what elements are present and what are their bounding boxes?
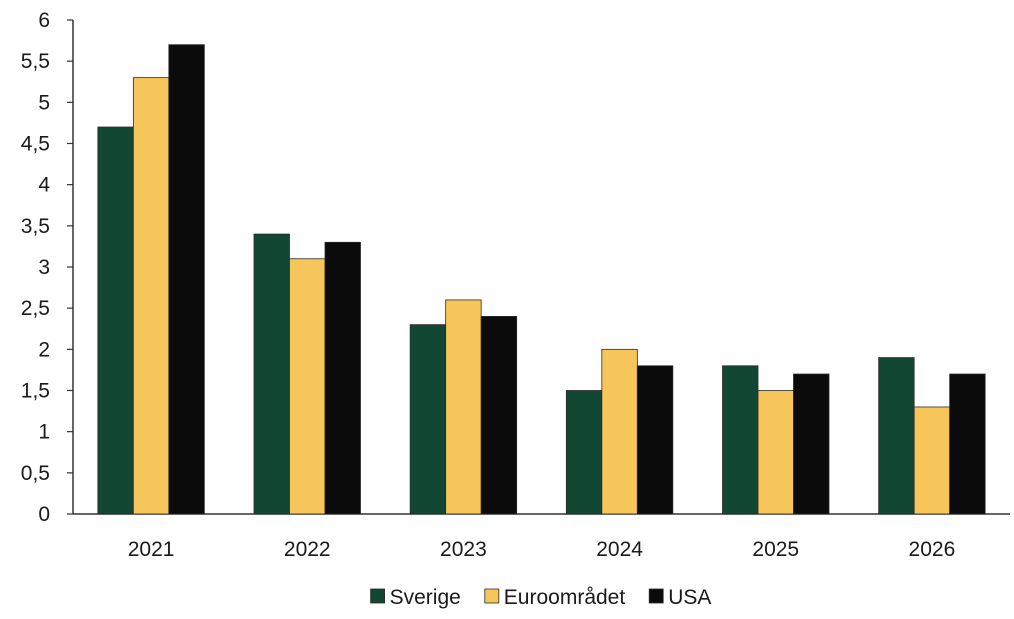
legend-swatch-usa: [648, 588, 664, 604]
x-tick-label: 2021: [128, 538, 175, 561]
y-tick-label: 4,5: [21, 133, 50, 156]
y-tick-label: 4: [38, 174, 50, 197]
y-tick-label: 2: [38, 338, 50, 361]
y-tick-label: 5: [38, 91, 50, 114]
y-tick-label: 1: [38, 421, 50, 444]
bar-usa-2025: [793, 373, 830, 515]
y-tick-label: 2,5: [21, 297, 50, 320]
bar-euroområdet-2022: [289, 258, 326, 515]
bar-euroområdet-2024: [601, 348, 638, 515]
bar-euroområdet-2023: [445, 299, 482, 515]
y-tick-label: 1,5: [21, 380, 50, 403]
y-tick-label: 0,5: [21, 462, 50, 485]
bar-usa-2021: [168, 44, 205, 515]
bar-sverige-2026: [878, 357, 915, 515]
x-axis: 2021 2022 2023 2024 2025 2026: [73, 513, 1010, 561]
bar-euroområdet-2021: [132, 77, 170, 515]
x-tick-label: 2026: [909, 538, 956, 561]
bar-euroområdet-2025: [757, 390, 794, 515]
x-tick-label: 2023: [440, 538, 487, 561]
legend-label: USA: [668, 586, 711, 609]
bar-sverige-2023: [409, 324, 447, 515]
bar-usa-2024: [636, 365, 674, 515]
legend: Sverige Euroområdet USA: [370, 586, 711, 609]
legend-swatch-euroområdet: [484, 588, 500, 604]
y-tick-label: 5,5: [21, 50, 50, 73]
bar-sverige-2025: [722, 365, 759, 515]
x-tick-label: 2025: [752, 538, 799, 561]
legend-swatch-sverige: [370, 588, 386, 604]
y-tick-label: 3,5: [21, 215, 50, 238]
x-tick-label: 2024: [596, 538, 643, 561]
bar-sverige-2024: [565, 390, 603, 515]
y-tick-label: 0: [38, 503, 50, 526]
bar-sverige-2021: [97, 126, 134, 515]
bars-group: [97, 44, 986, 515]
bar-euroområdet-2026: [913, 406, 951, 515]
y-tick-label: 6: [38, 9, 50, 32]
legend-label: Euroområdet: [504, 586, 626, 609]
bar-usa-2022: [324, 241, 361, 515]
x-tick-label: 2022: [284, 538, 331, 561]
bar-usa-2023: [480, 315, 518, 515]
y-axis: 0 0,5 1 1,5 2 2,5 3 3,5 4 4,5 5 5,5 6: [21, 9, 74, 526]
y-tick-label: 3: [38, 256, 50, 279]
bar-usa-2026: [949, 373, 986, 515]
bar-sverige-2022: [253, 233, 290, 515]
legend-label: Sverige: [390, 586, 461, 609]
